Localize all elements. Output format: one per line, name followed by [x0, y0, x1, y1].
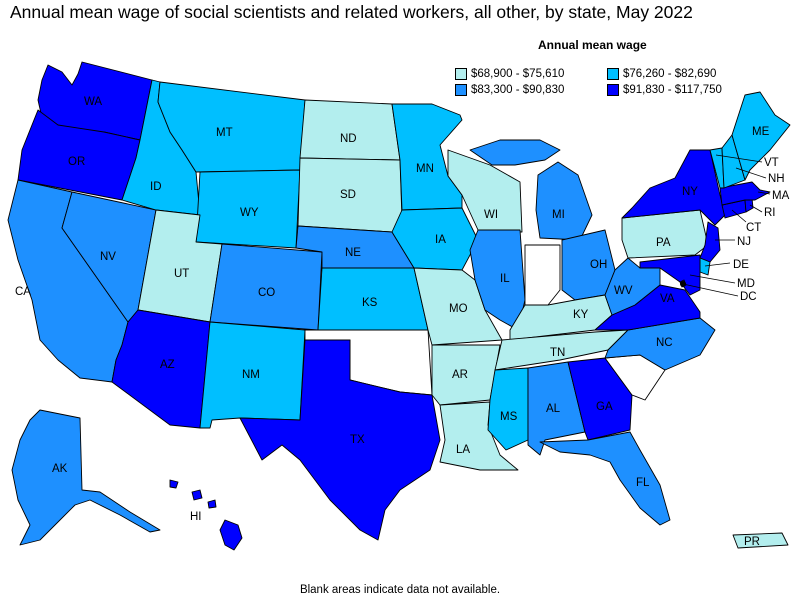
- state-il[interactable]: [469, 229, 526, 331]
- label-wi: WI: [484, 209, 498, 221]
- legend-item-bin-2: $76,260 - $82,690: [607, 66, 757, 81]
- legend-label-bin-2: $76,260 - $82,690: [623, 67, 717, 80]
- label-md: MD: [737, 278, 755, 290]
- state-pr[interactable]: [732, 532, 789, 549]
- leader-de: [704, 262, 731, 267]
- label-or: OR: [68, 156, 85, 168]
- legend-label-bin-3: $83,300 - $90,830: [471, 83, 565, 96]
- label-ut: UT: [174, 268, 189, 280]
- label-tx: TX: [350, 434, 365, 446]
- leader-dc: [682, 283, 739, 297]
- label-al: AL: [546, 403, 561, 415]
- label-id: ID: [150, 181, 162, 193]
- leader-vt: [715, 154, 763, 163]
- state-ny[interactable]: [621, 149, 726, 226]
- legend-label-bin-4: $91,830 - $117,750: [623, 83, 722, 96]
- leader-ri: [749, 204, 763, 213]
- label-nh: NH: [768, 173, 785, 185]
- label-az: AZ: [160, 359, 175, 371]
- state-nm[interactable]: [199, 321, 306, 429]
- label-ky: KY: [573, 309, 589, 321]
- label-la: LA: [456, 444, 470, 456]
- state-tx[interactable]: [239, 339, 441, 541]
- state-me[interactable]: [731, 91, 791, 181]
- leader-md: [689, 274, 736, 284]
- label-wv: WV: [614, 285, 633, 297]
- label-me: ME: [752, 126, 770, 138]
- legend-swatch-bin-4: [607, 83, 619, 96]
- label-nd: ND: [340, 133, 357, 145]
- map-title: Annual mean wage of social scientists an…: [10, 2, 693, 22]
- state-mi-upper[interactable]: [469, 139, 561, 166]
- legend-swatch-bin-3: [455, 83, 467, 96]
- state-fl[interactable]: [539, 431, 671, 526]
- label-ia: IA: [435, 234, 446, 246]
- label-ak: AK: [52, 463, 68, 475]
- label-ks: KS: [362, 297, 378, 309]
- footnote: Blank areas indicate data not available.: [299, 584, 501, 596]
- label-wa: WA: [84, 96, 102, 108]
- label-ga: GA: [596, 401, 613, 413]
- state-pa[interactable]: [621, 209, 709, 259]
- legend: Annual mean wage $68,900 - $75,610 $76,2…: [455, 38, 745, 97]
- label-ms: MS: [500, 411, 518, 423]
- label-mo: MO: [449, 303, 468, 315]
- legend-item-bin-3: $83,300 - $90,830: [455, 82, 607, 97]
- state-mi[interactable]: [535, 161, 593, 241]
- state-ak[interactable]: [11, 409, 161, 546]
- state-hi-islands[interactable]: [169, 479, 217, 509]
- leader-ct: [731, 209, 747, 223]
- label-dc: DC: [740, 291, 757, 303]
- state-ms[interactable]: [487, 367, 529, 451]
- label-nv: NV: [100, 251, 116, 263]
- legend-swatch-bin-1: [455, 67, 467, 80]
- state-nd[interactable]: [299, 99, 401, 161]
- label-pr: PR: [744, 536, 760, 548]
- label-wy: WY: [240, 207, 259, 219]
- label-ct: CT: [746, 222, 761, 234]
- label-mi: MI: [552, 209, 565, 221]
- dc-dot: [680, 281, 686, 287]
- label-vt: VT: [764, 157, 779, 169]
- state-hi[interactable]: [219, 519, 243, 551]
- label-ri: RI: [764, 207, 776, 219]
- legend-title: Annual mean wage: [538, 38, 647, 52]
- label-nm: NM: [242, 369, 260, 381]
- label-tn: TN: [550, 347, 565, 359]
- label-co: CO: [258, 287, 275, 299]
- legend-item-bin-4: $91,830 - $117,750: [607, 82, 757, 97]
- label-ar: AR: [452, 369, 468, 381]
- label-il: IL: [500, 273, 510, 285]
- label-nc: NC: [656, 337, 673, 349]
- label-mt: MT: [216, 127, 233, 139]
- label-va: VA: [660, 293, 675, 305]
- label-ny: NY: [682, 186, 698, 198]
- leader-ma: [757, 191, 771, 195]
- legend-item-bin-1: $68,900 - $75,610: [455, 66, 607, 81]
- legend-swatch-bin-2: [607, 67, 619, 80]
- label-oh: OH: [590, 259, 607, 271]
- label-hi: HI: [190, 511, 202, 523]
- label-ne: NE: [345, 247, 361, 259]
- leader-nh: [735, 167, 767, 179]
- state-ar[interactable]: [431, 344, 501, 406]
- label-ma: MA: [772, 190, 790, 202]
- legend-label-bin-1: $68,900 - $75,610: [471, 67, 565, 80]
- label-ca: CA: [15, 286, 31, 298]
- label-de: DE: [733, 259, 749, 271]
- label-sd: SD: [340, 189, 356, 201]
- state-mo[interactable]: [413, 267, 503, 346]
- label-mn: MN: [416, 163, 434, 175]
- label-pa: PA: [656, 237, 671, 249]
- label-nj: NJ: [737, 236, 751, 248]
- state-in[interactable]: [524, 244, 561, 306]
- state-ma[interactable]: [719, 181, 771, 206]
- label-fl: FL: [636, 477, 650, 489]
